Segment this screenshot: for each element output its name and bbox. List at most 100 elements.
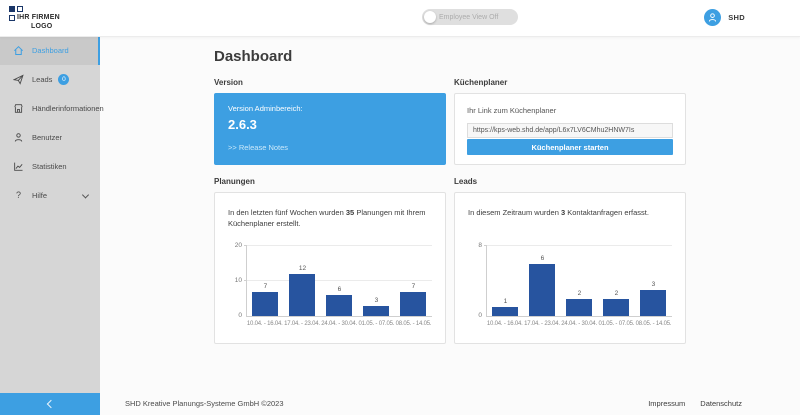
company-logo: IHR FIRMEN LOGO — [9, 4, 60, 31]
bar-group: 6 — [525, 246, 560, 316]
bar — [529, 263, 556, 316]
kuechenplaner-start-button[interactable]: Küchenplaner starten — [467, 139, 673, 155]
version-section: Version Version Adminbereich: 2.6.3 >> R… — [214, 78, 446, 165]
datenschutz-link[interactable]: Datenschutz — [700, 398, 742, 408]
home-icon — [13, 45, 24, 56]
version-card: Version Adminbereich: 2.6.3 >> Release N… — [214, 93, 446, 165]
paper-plane-icon — [13, 74, 24, 85]
bar — [289, 274, 316, 316]
bar-value-label: 3 — [651, 280, 656, 288]
chevron-left-icon — [46, 399, 56, 409]
y-axis-tick — [484, 245, 487, 246]
bar-group: 12 — [285, 246, 320, 316]
planungen-card: In den letzten fünf Wochen wurden 35 Pla… — [214, 192, 446, 344]
version-section-label: Version — [214, 78, 243, 87]
question-icon: ? — [15, 190, 21, 200]
sidebar-item-statistiken[interactable]: Statistiken — [0, 152, 100, 181]
x-axis-label: 01.05. - 07.05. — [598, 321, 635, 327]
leads-summary-text: In diesem Zeitraum wurden 3 Kontaktanfra… — [468, 208, 649, 217]
bar-group: 7 — [248, 246, 283, 316]
y-axis-tick-label: 0 — [478, 312, 482, 319]
toggle-label: Employee View Off — [439, 13, 499, 21]
logo-square-filled-icon — [9, 5, 15, 12]
bar — [252, 291, 279, 316]
user-menu[interactable]: SHD — [704, 9, 745, 26]
x-axis-label: 10.04. - 16.04. — [246, 321, 283, 327]
page-title: Dashboard — [214, 48, 293, 65]
bar-value-label: 7 — [411, 282, 416, 290]
version-number: 2.6.3 — [228, 117, 257, 132]
sidebar-item-hilfe[interactable]: ? Hilfe — [0, 181, 100, 210]
gridline — [247, 245, 432, 246]
sidebar-item-dashboard[interactable]: Dashboard — [0, 36, 100, 65]
bar-group: 7 — [396, 246, 431, 316]
y-axis-tick-label: 20 — [234, 242, 242, 249]
sidebar-item-label: Hilfe — [32, 191, 48, 200]
kuechenplaner-link-input[interactable]: https://kps-web.shd.de/app/L6x7LV6CMhu2H… — [467, 123, 673, 138]
employee-view-toggle[interactable]: Employee View Off — [422, 9, 518, 25]
y-axis-tick-label: 10 — [234, 277, 242, 284]
avatar[interactable] — [704, 9, 722, 26]
bar-value-label: 12 — [298, 265, 307, 272]
bar-group: 3 — [636, 246, 671, 316]
bar — [363, 305, 390, 316]
footer-links: Impressum Datenschutz — [648, 399, 742, 408]
gridline — [247, 280, 432, 281]
planungen-section-label: Planungen — [214, 177, 255, 186]
logo-text-line2: LOGO — [31, 22, 53, 30]
bar-value-label: 7 — [263, 282, 268, 290]
kuechenplaner-section-label: Küchenplaner — [454, 78, 508, 87]
version-card-label: Version Adminbereich: — [228, 104, 303, 113]
y-axis-tick-label: 0 — [238, 312, 242, 319]
sidebar-item-label: Dashboard — [32, 46, 69, 55]
bar — [326, 295, 353, 316]
leads-chart: 0 8 1 6 2 2 3 10.04. - 16.04. 17.04. - 23.04. 24.… — [468, 242, 672, 327]
bar-group: 1 — [488, 246, 523, 316]
sidebar-collapse-button[interactable] — [0, 393, 100, 415]
x-axis-label: 24.04. - 30.04. — [321, 321, 357, 327]
x-axis-label: 17.04. - 23.04. — [284, 321, 320, 327]
bar-value-label: 6 — [540, 254, 545, 262]
sidebar-item-benutzer[interactable]: Benutzer — [0, 123, 100, 152]
release-notes-link[interactable]: >> Release Notes — [228, 143, 289, 152]
leads-card: In diesem Zeitraum wurden 3 Kontaktanfra… — [454, 192, 686, 344]
leads-section: Leads In diesem Zeitraum wurden 3 Kontak… — [454, 177, 686, 344]
x-axis-label: 08.05. - 14.05. — [395, 321, 432, 327]
bar-group: 3 — [359, 246, 394, 316]
y-axis-tick — [244, 245, 247, 246]
y-axis-tick — [244, 280, 247, 281]
bar-group: 6 — [322, 246, 357, 316]
sidebar-item-label: Leads — [32, 75, 53, 84]
user-label: SHD — [728, 13, 745, 22]
sidebar-item-leads[interactable]: Leads 0 — [0, 65, 100, 94]
copyright-text: SHD Kreative Planungs-Systeme GmbH ©2023 — [125, 398, 284, 408]
gridline — [487, 245, 672, 246]
sidebar-item-label: Händlerinformationen — [32, 104, 104, 113]
person-icon — [709, 13, 717, 22]
sidebar-item-label: Statistiken — [32, 162, 67, 171]
bar-value-label: 1 — [503, 298, 508, 306]
sidebar-item-h-ndlerinformationen[interactable]: Händlerinformationen — [0, 94, 104, 123]
x-axis-label: 24.04. - 30.04. — [561, 321, 597, 327]
bar-value-label: 3 — [374, 296, 379, 304]
sidebar-nav: Dashboard Leads 0 Händlerinformationen Benut… — [0, 36, 104, 210]
logo-square-outline-icon — [9, 14, 15, 21]
x-axis-label: 17.04. - 23.04. — [524, 321, 560, 327]
bar — [492, 307, 519, 316]
sidebar-item-label: Benutzer — [32, 133, 63, 142]
footer: SHD Kreative Planungs-Systeme GmbH ©2023… — [100, 391, 800, 415]
x-axis-label: 01.05. - 07.05. — [358, 321, 395, 327]
bar — [400, 291, 427, 316]
main-content: Dashboard Version Version Adminbereich: … — [100, 36, 800, 391]
impressum-link[interactable]: Impressum — [648, 398, 686, 408]
bar — [566, 298, 593, 316]
leads-count-badge: 0 — [58, 74, 70, 85]
bar-group: 2 — [599, 246, 634, 316]
x-axis-label: 10.04. - 16.04. — [486, 321, 523, 327]
toggle-knob[interactable] — [424, 11, 436, 23]
bar — [603, 298, 630, 316]
logo-text-line1: IHR FIRMEN — [17, 13, 60, 21]
sidebar: Dashboard Leads 0 Händlerinformationen Benut… — [0, 36, 104, 415]
x-axis-label: 08.05. - 14.05. — [635, 321, 672, 327]
planungen-summary-text: In den letzten fünf Wochen wurden 35 Pla… — [228, 208, 426, 229]
